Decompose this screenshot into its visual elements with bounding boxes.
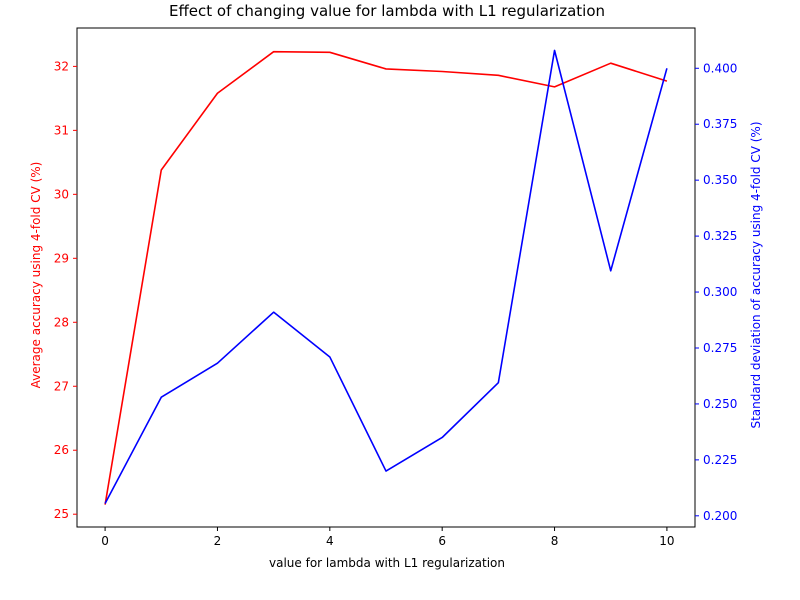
x-tick-label: 4 [326, 534, 334, 548]
plot-area: 0 2 4 6 8 10 25 26 27 28 29 30 31 32 0.200 0.225 0.250 0.… [54, 27, 737, 548]
y-left-tick-label: 25 [54, 507, 69, 521]
x-axis-label: value for lambda with L1 regularization [269, 556, 505, 570]
y-right-tick-label: 0.375 [703, 117, 737, 131]
y-right-tick-label: 0.400 [703, 61, 737, 75]
y-right-tick-label: 0.200 [703, 509, 737, 523]
y-left-tick-label: 26 [54, 443, 69, 457]
y-right-tick-label: 0.250 [703, 397, 737, 411]
series-line-std-deviation [104, 49, 668, 504]
y-left-tick-label: 29 [54, 251, 69, 265]
y-right-tick-label: 0.225 [703, 453, 737, 467]
y-right-tick-label: 0.300 [703, 285, 737, 299]
x-tick-label: 0 [101, 534, 109, 548]
y-axis-right-label: Standard deviation of accuracy using 4-f… [749, 121, 763, 428]
chart-title: Effect of changing value for lambda with… [169, 2, 605, 20]
x-tick-label: 6 [438, 534, 446, 548]
y-right-tick-label: 0.350 [703, 173, 737, 187]
y-left-tick-label: 30 [54, 187, 69, 201]
y-axis-left-label: Average accuracy using 4-fold CV (%) [29, 162, 43, 389]
y-left-tick-label: 28 [54, 315, 69, 329]
series-line-mean-accuracy [104, 50, 668, 505]
y-left-tick-label: 27 [54, 379, 69, 393]
x-tick-label: 8 [551, 534, 559, 548]
y-left-tick-label: 31 [54, 123, 69, 137]
x-tick-label: 10 [659, 534, 674, 548]
y-right-tick-label: 0.325 [703, 229, 737, 243]
y-left-tick-label: 32 [54, 59, 69, 73]
y-right-tick-label: 0.275 [703, 341, 737, 355]
x-tick-label: 2 [214, 534, 222, 548]
plot-frame [76, 27, 696, 528]
